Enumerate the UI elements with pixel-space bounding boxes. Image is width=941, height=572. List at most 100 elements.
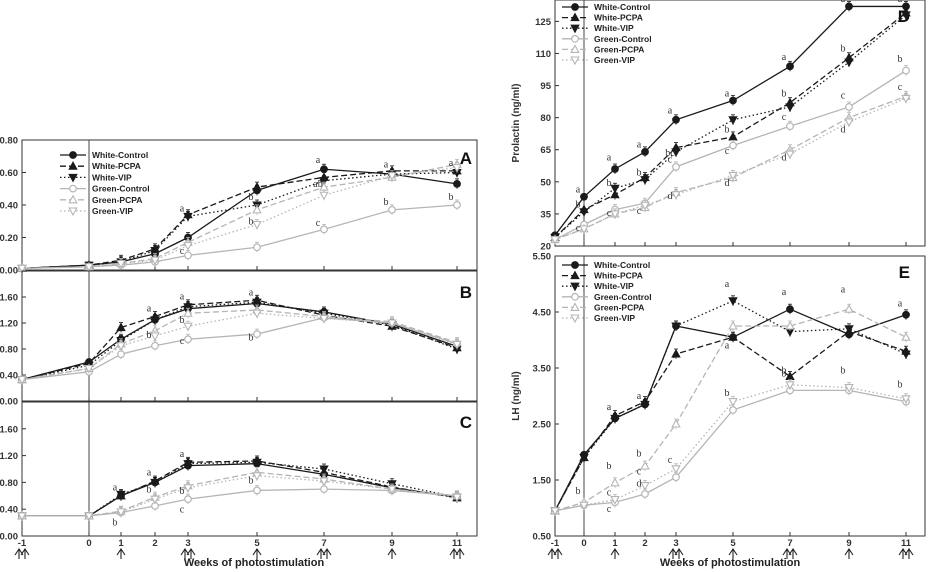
- x-tick-label: 3: [673, 538, 678, 549]
- y-axis-title: Prolactin (ng/ml): [511, 84, 522, 163]
- legend-label: Green-VIP: [594, 55, 635, 65]
- data-point: [117, 350, 125, 359]
- data-point: [641, 147, 649, 156]
- significance-letter: c: [607, 208, 612, 219]
- arrow-icon: [553, 548, 563, 559]
- legend-label: White-Control: [92, 150, 148, 160]
- legend-marker: [570, 44, 580, 53]
- data-point: [453, 201, 461, 209]
- x-tick-label: 0: [86, 538, 91, 549]
- significance-letter: b: [576, 486, 581, 497]
- data-point: [150, 256, 160, 266]
- data-point: [452, 340, 462, 350]
- significance-letter: c: [607, 504, 612, 515]
- series-green-vip: [550, 93, 911, 245]
- data-point: [902, 310, 910, 319]
- significance-letter: a: [841, 284, 846, 295]
- x-tick-label: 5: [730, 538, 736, 549]
- significance-letter: d: [782, 152, 787, 163]
- data-point: [844, 384, 854, 393]
- significance-letter: a: [113, 482, 118, 493]
- series-line: [22, 475, 458, 517]
- y-tick-label: 1.20: [0, 319, 18, 330]
- data-point: [785, 371, 795, 380]
- significance-letter: a: [147, 468, 152, 479]
- significance-letter: c: [180, 336, 185, 347]
- significance-letter: b: [113, 517, 118, 528]
- y-tick-label: 5.50: [533, 252, 552, 263]
- legend-marker: [571, 292, 579, 301]
- legend-marker: [570, 12, 580, 22]
- data-point: [610, 477, 620, 487]
- data-point: [387, 172, 397, 181]
- data-point: [320, 165, 328, 174]
- legend-label: White-VIP: [92, 172, 132, 182]
- x-tick-label: 7: [321, 538, 326, 549]
- significance-letter: a: [607, 402, 612, 413]
- data-point: [671, 418, 681, 428]
- arrow-icon: [788, 548, 798, 559]
- y-tick-label: 0.80: [0, 136, 18, 147]
- data-point: [672, 473, 680, 482]
- arrow-icon: [898, 548, 908, 559]
- data-point: [640, 201, 650, 211]
- data-point: [183, 212, 193, 222]
- data-point: [640, 460, 650, 470]
- y-axis-title: LH (ng/ml): [511, 371, 522, 420]
- legend: White-ControlWhite-PCPAWhite-VIPGreen-Co…: [562, 2, 652, 66]
- y-tick-label: 95: [540, 81, 551, 92]
- legend-label: Green-VIP: [92, 206, 133, 216]
- data-point: [150, 332, 160, 342]
- data-point: [641, 490, 649, 498]
- data-point: [453, 179, 461, 188]
- data-point: [183, 242, 193, 251]
- data-point: [671, 348, 681, 358]
- arrow-icon: [186, 548, 196, 559]
- significance-letter: b: [841, 366, 846, 377]
- significance-letter: a: [637, 391, 642, 402]
- legend-marker: [68, 161, 78, 170]
- data-point: [844, 304, 854, 313]
- legend-marker: [570, 314, 580, 324]
- data-point: [319, 314, 329, 324]
- significance-letter: d: [637, 479, 642, 490]
- data-point: [901, 11, 911, 21]
- data-point: [452, 164, 462, 173]
- plot-frame-a: [21, 139, 478, 271]
- data-point: [901, 94, 911, 104]
- data-point: [786, 122, 794, 131]
- significance-letter: c: [668, 455, 673, 466]
- data-point: [550, 507, 560, 516]
- data-point: [729, 96, 737, 105]
- series-line: [21, 299, 458, 381]
- data-point: [580, 192, 588, 201]
- data-point: [729, 141, 737, 150]
- y-tick-label: 0.40: [0, 505, 18, 516]
- data-point: [150, 478, 160, 488]
- legend-marker: [570, 270, 580, 280]
- series-line: [21, 163, 458, 270]
- data-point: [672, 115, 680, 124]
- arrow-icon: [387, 548, 397, 559]
- data-point: [901, 395, 911, 404]
- legend-label: White-PCPA: [594, 13, 643, 23]
- data-point: [901, 350, 911, 360]
- panel-label: D: [898, 7, 910, 26]
- data-point: [640, 176, 650, 185]
- y-tick-label: 0.80: [0, 478, 18, 489]
- y-tick-label: 0.60: [0, 168, 18, 179]
- y-tick-label: 50: [540, 177, 551, 188]
- series-line: [22, 460, 458, 517]
- arrow-icon: [547, 548, 557, 559]
- significance-letter: d: [725, 178, 730, 189]
- significance-letter: b: [249, 333, 254, 344]
- y-tick-label: 0.50: [533, 532, 552, 543]
- arrow-icon: [449, 548, 459, 559]
- data-point: [728, 116, 738, 125]
- data-point: [319, 477, 329, 487]
- data-point: [252, 309, 262, 319]
- data-point: [150, 316, 160, 325]
- data-point: [150, 246, 160, 256]
- y-tick-label: 2.50: [533, 420, 552, 431]
- significance-letter: c: [316, 218, 321, 229]
